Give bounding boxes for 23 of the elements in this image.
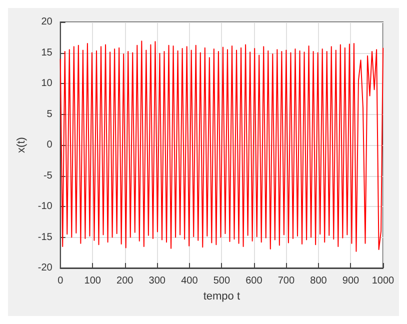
x-axis-title: tempo t	[203, 290, 240, 302]
x-tick-label: 200	[116, 276, 134, 286]
y-axis-title: x(t)	[16, 137, 28, 153]
x-tick-label: 400	[181, 276, 198, 286]
x-tick-label: 100	[84, 276, 102, 286]
x-tick-label: 600	[246, 276, 263, 286]
y-tick-label: -5	[43, 170, 53, 182]
x-tick-label: 300	[148, 276, 166, 286]
y-tick-label: 0	[46, 140, 53, 150]
x-tick-label: 700	[278, 276, 295, 286]
y-tick-label: 15	[41, 47, 53, 58]
x-tick-label: 1000	[372, 276, 395, 286]
y-tick-label: -15	[38, 232, 53, 243]
line-series	[60, 40, 384, 252]
y-tick-label: 20	[41, 16, 53, 28]
y-tick-label: 5	[46, 108, 53, 120]
x-tick-label: 900	[342, 276, 360, 286]
y-tick-label: -10	[38, 201, 53, 212]
x-tick-label: 500	[213, 276, 230, 286]
y-tick-label: 10	[41, 78, 53, 89]
y-tick-label: -20	[38, 262, 53, 274]
x-tick-label: 800	[310, 276, 328, 286]
x-tick-label: 0	[58, 276, 64, 286]
